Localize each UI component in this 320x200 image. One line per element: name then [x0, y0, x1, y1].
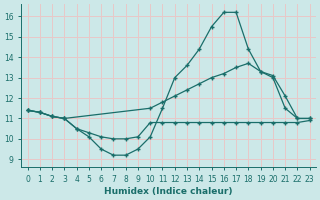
X-axis label: Humidex (Indice chaleur): Humidex (Indice chaleur) [104, 187, 233, 196]
